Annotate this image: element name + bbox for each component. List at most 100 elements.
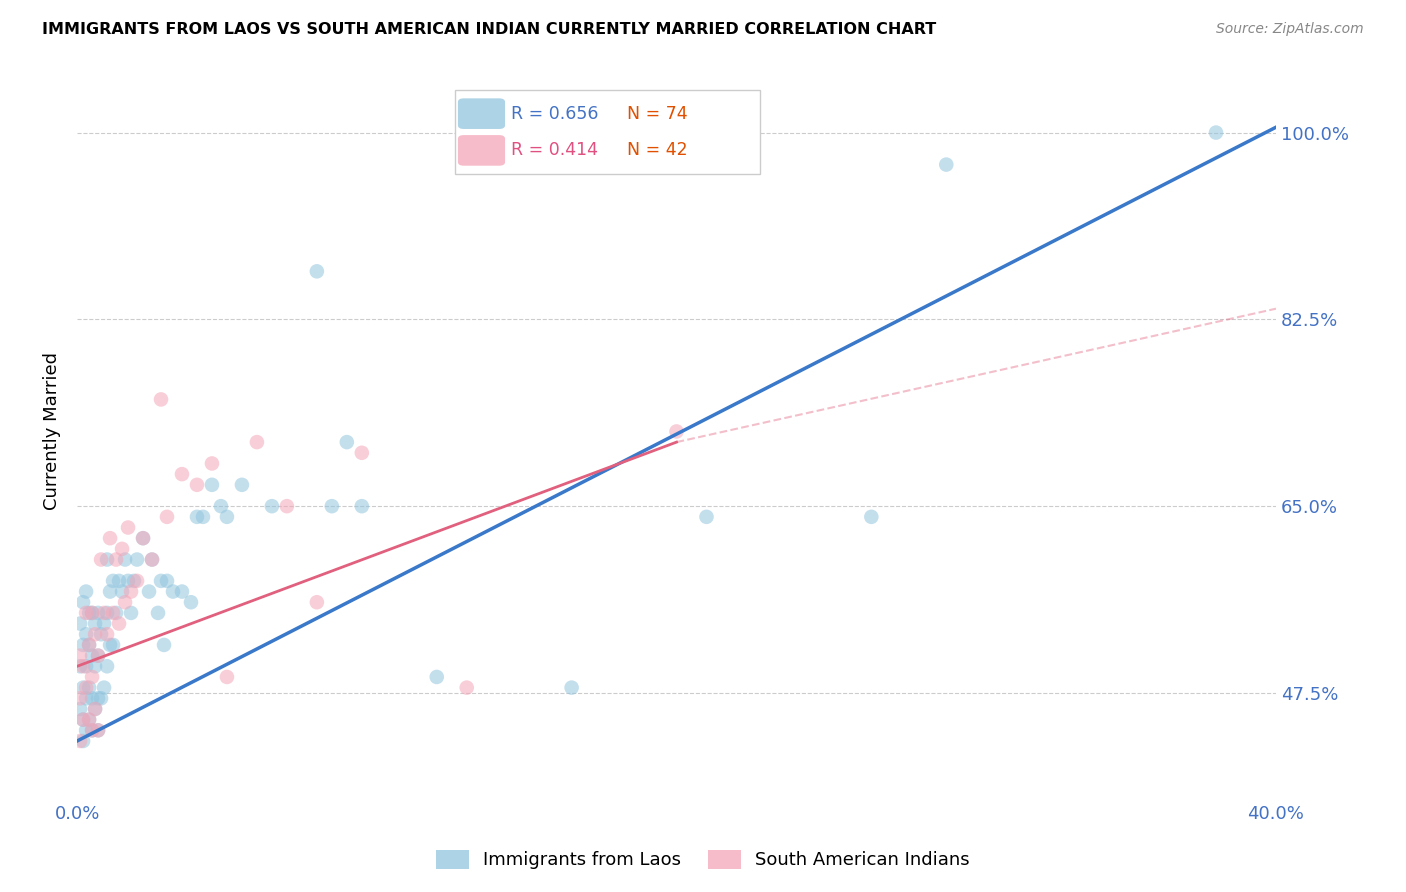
Point (80, 723, 103, 738)
Text: R = 0.656: R = 0.656 (512, 104, 599, 123)
Point (108, 574, 131, 588)
Point (350, 446, 373, 460)
Point (120, 606, 142, 620)
Point (105, 552, 128, 566)
Point (80, 723, 103, 738)
Point (69, 702, 91, 716)
Point (117, 574, 139, 588)
Point (72, 734, 94, 748)
Point (75, 659, 97, 673)
Point (98, 584, 121, 599)
Point (77, 606, 100, 620)
Point (84, 702, 107, 716)
Point (69, 691, 91, 706)
Point (215, 670, 238, 684)
Point (96, 606, 118, 620)
Point (132, 531, 155, 545)
Point (87, 648, 110, 663)
Point (98, 638, 121, 652)
Point (96, 627, 118, 641)
Point (77, 681, 100, 695)
Point (162, 584, 184, 599)
Point (695, 509, 717, 524)
Point (75, 723, 97, 738)
Point (111, 584, 134, 599)
Point (156, 574, 179, 588)
Point (146, 606, 169, 620)
Point (125, 552, 148, 566)
Point (101, 574, 124, 588)
Point (170, 584, 193, 599)
Text: Source: ZipAtlas.com: Source: ZipAtlas.com (1216, 22, 1364, 37)
Point (153, 638, 176, 652)
Point (72, 659, 94, 673)
Point (77, 638, 100, 652)
Point (93, 606, 115, 620)
Point (96, 659, 118, 673)
Point (170, 467, 193, 482)
Point (93, 681, 115, 695)
Point (75, 691, 97, 706)
Point (98, 531, 121, 545)
Point (305, 595, 328, 609)
Point (96, 552, 118, 566)
Point (156, 509, 179, 524)
Point (150, 574, 173, 588)
Point (141, 552, 163, 566)
Point (350, 499, 373, 513)
Point (69, 648, 91, 663)
Point (125, 574, 148, 588)
Point (77, 713, 100, 727)
Point (69, 616, 91, 631)
Point (77, 713, 100, 727)
Point (87, 691, 110, 706)
Point (84, 702, 107, 716)
Point (80, 648, 103, 663)
Point (114, 552, 136, 566)
Text: N = 74: N = 74 (627, 104, 688, 123)
Point (101, 606, 124, 620)
Text: IMMIGRANTS FROM LAOS VS SOUTH AMERICAN INDIAN CURRENTLY MARRIED CORRELATION CHAR: IMMIGRANTS FROM LAOS VS SOUTH AMERICAN I… (42, 22, 936, 37)
Point (456, 681, 478, 695)
Point (201, 478, 224, 492)
Point (111, 541, 134, 556)
Text: N = 42: N = 42 (627, 142, 688, 160)
Point (72, 638, 94, 652)
Point (84, 627, 107, 641)
Point (69, 659, 91, 673)
Point (180, 595, 202, 609)
Point (90, 552, 112, 566)
Point (87, 723, 110, 738)
Point (138, 584, 160, 599)
Point (122, 574, 145, 588)
Point (321, 499, 343, 513)
Point (87, 606, 110, 620)
Point (80, 606, 103, 620)
Point (87, 723, 110, 738)
FancyBboxPatch shape (458, 135, 505, 166)
Point (75, 627, 97, 641)
Point (935, 158, 957, 172)
Point (72, 713, 94, 727)
Point (75, 606, 97, 620)
Point (108, 616, 131, 631)
Point (69, 734, 91, 748)
Point (305, 264, 328, 278)
Point (114, 595, 136, 609)
Point (105, 606, 128, 620)
Point (276, 499, 298, 513)
Point (80, 670, 103, 684)
Point (1205, 126, 1227, 140)
Point (120, 584, 142, 599)
Point (72, 713, 94, 727)
Point (84, 659, 107, 673)
Point (77, 638, 100, 652)
Point (260, 499, 283, 513)
Point (101, 638, 124, 652)
Point (150, 392, 173, 407)
Point (84, 616, 107, 631)
Point (665, 425, 688, 439)
Point (215, 509, 238, 524)
Point (90, 627, 112, 641)
Y-axis label: Currently Married: Currently Married (44, 352, 60, 510)
